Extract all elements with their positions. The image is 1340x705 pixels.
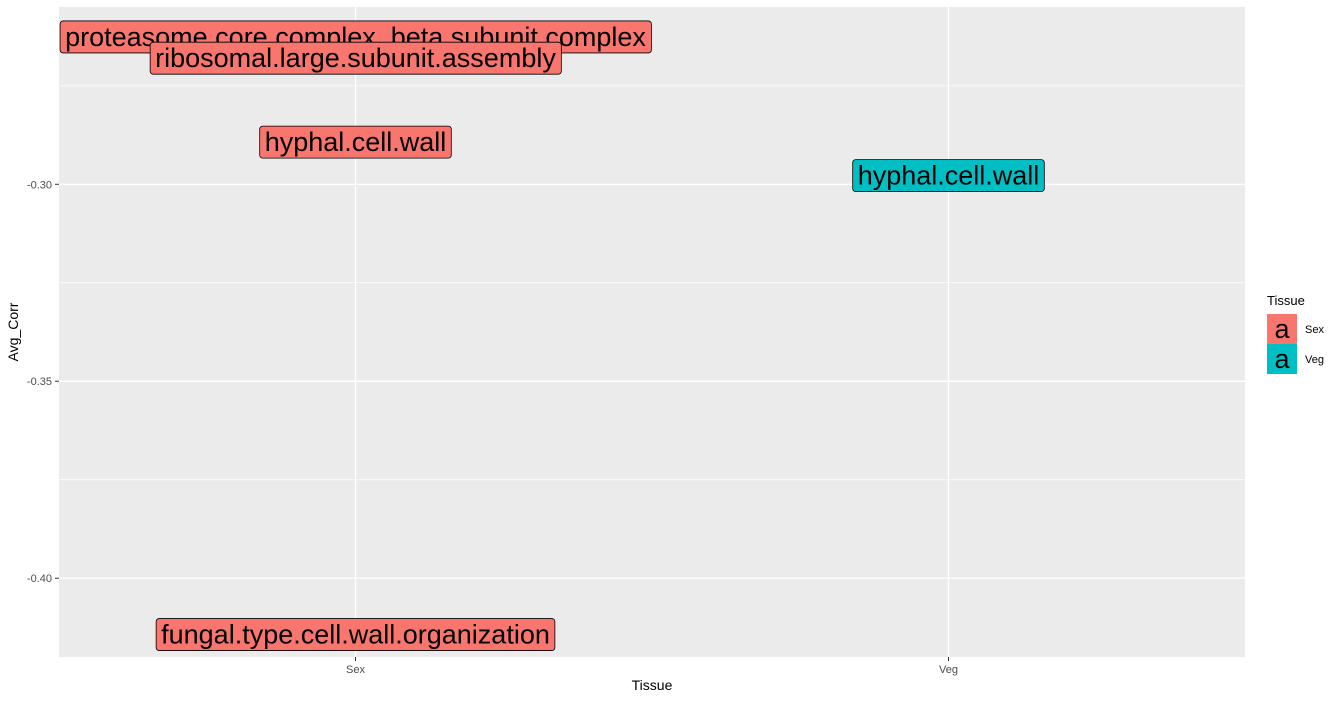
data-label-box — [259, 125, 452, 159]
x-axis: Sex Veg — [346, 657, 958, 676]
x-tick-label: Veg — [939, 664, 958, 676]
data-label-text: hyphal.cell.wall — [265, 127, 447, 157]
y-axis: -0.30 -0.35 -0.40 — [27, 179, 59, 585]
legend-key-glyph: a — [1274, 314, 1290, 344]
data-label: fungal.type.cell.wall.organization — [155, 618, 556, 651]
legend-key — [1267, 344, 1297, 374]
data-label-text: ribosomal.large.subunit.assembly — [155, 43, 556, 73]
y-axis-title: Avg_Corr — [5, 302, 21, 361]
y-tick-label: -0.35 — [27, 376, 52, 388]
data-label: hyphal.cell.wall — [259, 125, 452, 159]
plot-panel — [59, 7, 1245, 657]
legend-key-glyph: a — [1274, 344, 1290, 374]
legend-item: a Veg — [1267, 344, 1324, 374]
data-label-box — [155, 618, 556, 651]
legend-item: a Sex — [1267, 314, 1324, 344]
data-label-text: hyphal.cell.wall — [858, 161, 1040, 191]
x-axis-title: Tissue — [632, 677, 673, 693]
grid-major — [59, 7, 1245, 657]
legend-title: Tissue — [1267, 293, 1305, 308]
data-label-box — [149, 41, 562, 75]
data-label: hyphal.cell.wall — [852, 159, 1045, 193]
x-tick-label: Sex — [346, 664, 365, 676]
y-tick-label: -0.30 — [27, 179, 52, 191]
legend-label: Veg — [1305, 354, 1324, 366]
y-tick-label: -0.40 — [27, 573, 52, 585]
grid-minor — [59, 85, 1245, 481]
data-label-box — [852, 159, 1045, 193]
data-labels: proteasome.core.complex..beta.subunit.co… — [59, 20, 1045, 651]
legend: Tissue a Sex a Veg — [1267, 293, 1324, 374]
legend-label: Sex — [1305, 324, 1324, 336]
data-label: ribosomal.large.subunit.assembly — [149, 41, 562, 75]
data-label-text: fungal.type.cell.wall.organization — [161, 620, 550, 650]
legend-key — [1267, 314, 1297, 344]
